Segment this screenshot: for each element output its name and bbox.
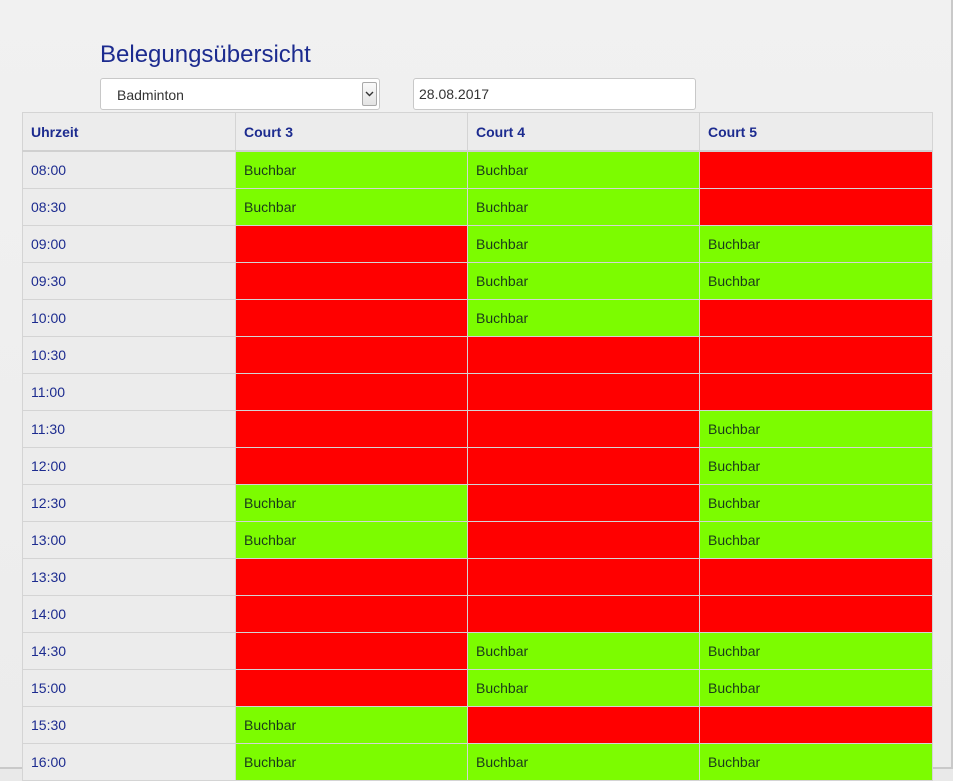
slot-booked [699,299,933,337]
sport-select-value: Badminton [117,87,184,103]
slot-booked [467,484,700,522]
slot-booked [467,558,700,596]
time-cell: 10:30 [22,336,236,374]
table-row: 09:30 Buchbar Buchbar [22,262,933,300]
slot-booked [467,706,700,744]
table-row: 11:30 Buchbar [22,410,933,448]
table-row: 12:00 Buchbar [22,447,933,485]
table-row: 08:00 Buchbar Buchbar [22,150,933,189]
time-cell: 09:30 [22,262,236,300]
slot-booked [235,447,468,485]
slot-booked [235,669,468,707]
slot-available[interactable]: Buchbar [699,484,933,522]
table-row: 10:00 Buchbar [22,299,933,337]
booking-table: Uhrzeit Court 3 Court 4 Court 5 08:00 Buc… [22,112,933,781]
time-cell: 14:00 [22,595,236,633]
slot-booked [467,373,700,411]
slot-booked [235,336,468,374]
slot-available[interactable]: Buchbar [467,262,700,300]
time-cell: 15:00 [22,669,236,707]
table-header-row: Uhrzeit Court 3 Court 4 Court 5 [22,112,933,152]
time-cell: 10:00 [22,299,236,337]
time-cell: 16:00 [22,743,236,781]
slot-available[interactable]: Buchbar [699,521,933,559]
table-row: 13:00 Buchbar Buchbar [22,521,933,559]
table-row: 08:30 Buchbar Buchbar [22,188,933,226]
slot-booked [699,188,933,226]
slot-booked [235,225,468,263]
slot-available[interactable]: Buchbar [467,299,700,337]
column-header-time: Uhrzeit [22,112,236,152]
slot-booked [699,595,933,633]
column-header-court-3: Court 3 [235,112,468,152]
slot-booked [235,262,468,300]
time-cell: 11:00 [22,373,236,411]
slot-available[interactable]: Buchbar [699,743,933,781]
slot-available[interactable]: Buchbar [467,743,700,781]
slot-booked [467,410,700,448]
slot-booked [467,521,700,559]
column-header-court-4: Court 4 [467,112,700,152]
time-cell: 13:30 [22,558,236,596]
table-row: 15:00 Buchbar Buchbar [22,669,933,707]
slot-booked [699,336,933,374]
slot-available[interactable]: Buchbar [699,410,933,448]
slot-booked [235,373,468,411]
table-row: 13:30 [22,558,933,596]
slot-available[interactable]: Buchbar [235,150,468,189]
slot-available[interactable]: Buchbar [467,669,700,707]
slot-available[interactable]: Buchbar [235,188,468,226]
slot-available[interactable]: Buchbar [467,225,700,263]
slot-available[interactable]: Buchbar [235,743,468,781]
slot-available[interactable]: Buchbar [235,484,468,522]
slot-booked [699,373,933,411]
slot-booked [699,706,933,744]
slot-available[interactable]: Buchbar [699,225,933,263]
page-title: Belegungsübersicht [100,41,311,68]
time-cell: 13:00 [22,521,236,559]
slot-booked [699,558,933,596]
date-input[interactable] [413,78,696,110]
slot-available[interactable]: Buchbar [235,706,468,744]
slot-available[interactable]: Buchbar [467,632,700,670]
table-row: 15:30 Buchbar [22,706,933,744]
time-cell: 12:00 [22,447,236,485]
slot-booked [467,595,700,633]
slot-booked [699,150,933,189]
slot-available[interactable]: Buchbar [235,521,468,559]
table-row: 14:30 Buchbar Buchbar [22,632,933,670]
slot-booked [467,336,700,374]
slot-available[interactable]: Buchbar [699,632,933,670]
slot-booked [235,632,468,670]
table-row: 14:00 [22,595,933,633]
slot-available[interactable]: Buchbar [699,669,933,707]
slot-booked [467,447,700,485]
slot-available[interactable]: Buchbar [467,150,700,189]
slot-booked [235,558,468,596]
sport-select[interactable]: Badminton [100,78,380,110]
time-cell: 15:30 [22,706,236,744]
table-row: 11:00 [22,373,933,411]
table-row: 12:30 Buchbar Buchbar [22,484,933,522]
time-cell: 08:00 [22,150,236,189]
time-cell: 14:30 [22,632,236,670]
time-cell: 08:30 [22,188,236,226]
time-cell: 09:00 [22,225,236,263]
time-cell: 12:30 [22,484,236,522]
column-header-court-5: Court 5 [699,112,933,152]
slot-available[interactable]: Buchbar [699,447,933,485]
table-row: 09:00 Buchbar Buchbar [22,225,933,263]
table-row: 10:30 [22,336,933,374]
chevron-down-icon[interactable] [362,82,377,106]
slot-booked [235,410,468,448]
slot-available[interactable]: Buchbar [699,262,933,300]
slot-booked [235,299,468,337]
slot-booked [235,595,468,633]
time-cell: 11:30 [22,410,236,448]
table-row: 16:00 Buchbar Buchbar Buchbar [22,743,933,781]
slot-available[interactable]: Buchbar [467,188,700,226]
